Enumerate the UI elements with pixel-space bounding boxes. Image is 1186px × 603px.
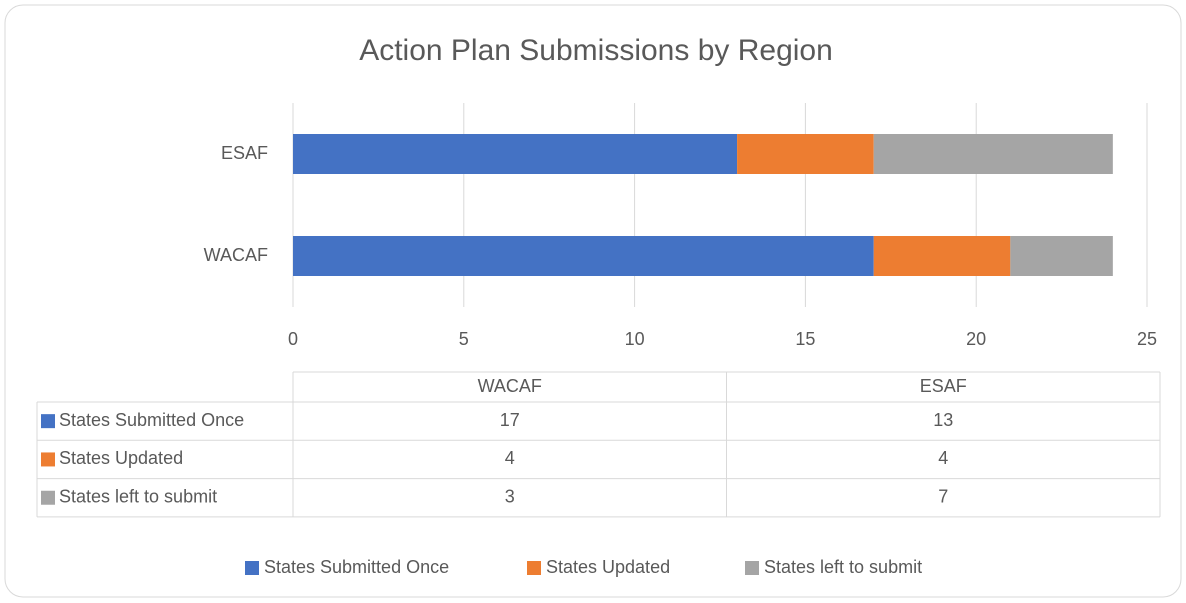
bar-segment [737,134,874,174]
table-cell: 7 [938,487,948,507]
table-cell: 13 [933,410,953,430]
table-legend-key [41,452,55,467]
table-cell: 4 [938,448,948,468]
chart-frame [4,4,1182,598]
table-cell: 3 [505,487,515,507]
y-tick-label: WACAF [204,245,268,265]
table-row-label: States Updated [59,448,183,468]
table-legend-key [41,414,55,429]
bar-segment [873,134,1113,174]
x-tick-label: 15 [795,329,815,349]
legend-label: States Updated [546,557,670,577]
bar-segment [293,236,874,276]
x-tick-label: 5 [459,329,469,349]
legend-key [745,561,759,575]
table-row-label: States left to submit [59,487,217,507]
table-header: WACAF [478,376,542,396]
x-tick-label: 25 [1137,329,1157,349]
chart-title: Action Plan Submissions by Region [359,34,833,67]
table-row-label: States Submitted Once [59,410,244,430]
bar-segment [1010,236,1113,276]
x-tick-label: 10 [625,329,645,349]
table-cell: 17 [500,410,520,430]
x-tick-label: 20 [966,329,986,349]
bar-segment [293,134,738,174]
table-header: ESAF [920,376,967,396]
legend-label: States Submitted Once [264,557,449,577]
table-cell: 4 [505,448,515,468]
legend-label: States left to submit [764,557,922,577]
legend-key [245,561,259,575]
y-tick-label: ESAF [221,143,268,163]
table-legend-key [41,490,55,505]
bar-segment [873,236,1011,276]
legend-key [527,561,541,575]
x-tick-label: 0 [288,329,298,349]
